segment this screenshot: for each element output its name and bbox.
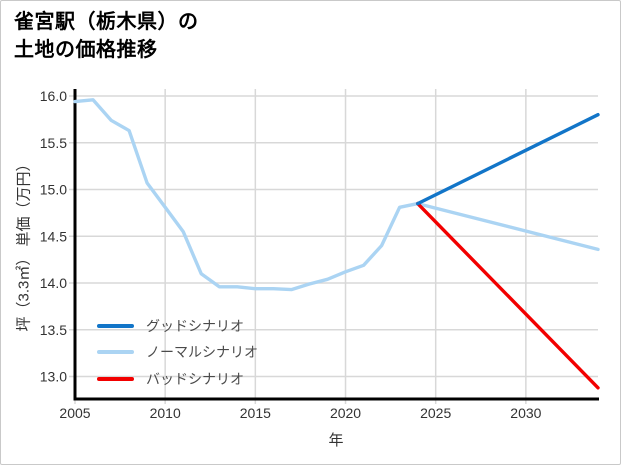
good-scenario-line <box>416 112 600 206</box>
y-tick-label: 16.0 <box>40 88 67 104</box>
normal-scenario-label: ノーマルシナリオ <box>146 344 258 360</box>
y-tick-label: 13.5 <box>40 322 67 338</box>
good-scenario-label: グッドシナリオ <box>146 318 244 334</box>
legend-item-good-scenario: グッドシナリオ <box>97 317 244 335</box>
legend-item-normal-scenario: ノーマルシナリオ <box>97 343 258 361</box>
y-axis-label: 坪（3.3㎡） 単価（万円） <box>15 156 33 332</box>
legend-item-bad-scenario: バッドシナリオ <box>97 370 244 388</box>
normal-scenario-swatch <box>97 350 134 354</box>
x-tick-label: 2020 <box>330 405 361 421</box>
x-tick-label: 2015 <box>240 405 271 421</box>
x-axis-label: 年 <box>328 432 344 449</box>
chart-title: 雀宮駅（栃木県）の 土地の価格推移 <box>14 8 199 64</box>
normal-scenario-line <box>73 98 600 292</box>
bad-scenario-label: バッドシナリオ <box>146 371 244 387</box>
chart-title-line2: 土地の価格推移 <box>14 39 158 61</box>
good-scenario-swatch <box>97 324 134 328</box>
bad-scenario-line <box>416 201 600 390</box>
y-tick-label: 15.0 <box>40 182 67 198</box>
x-tick-label: 2010 <box>150 405 181 421</box>
x-tick-label: 2030 <box>510 405 541 421</box>
bad-scenario-swatch <box>97 377 134 381</box>
y-tick-label: 14.0 <box>40 275 67 291</box>
x-tick-label: 2005 <box>59 405 90 421</box>
y-tick-label: 15.5 <box>40 135 67 151</box>
x-tick-label: 2025 <box>420 405 451 421</box>
chart-title-line1: 雀宮駅（栃木県）の <box>14 11 199 33</box>
y-tick-label: 14.5 <box>40 228 67 244</box>
y-tick-label: 13.0 <box>40 369 67 385</box>
